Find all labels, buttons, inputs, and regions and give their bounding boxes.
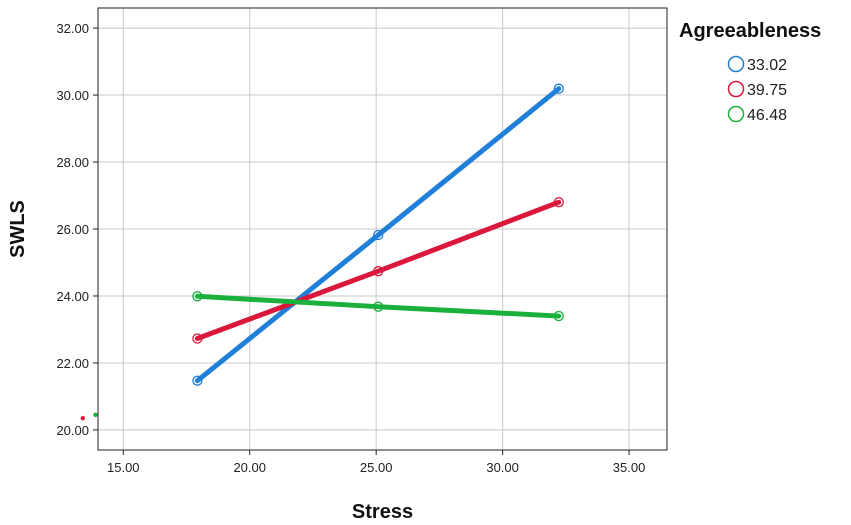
legend-label-39.75: 39.75 — [747, 82, 787, 99]
y-axis-label: SWLS — [7, 200, 29, 258]
legend-label-46.48: 46.48 — [747, 107, 787, 124]
series-lines — [194, 86, 562, 384]
y-tick-label: 24.00 — [56, 289, 89, 304]
stray-point — [93, 412, 98, 418]
data-point-33.02 — [373, 229, 384, 241]
y-tick-label: 26.00 — [56, 222, 89, 237]
x-tick-label: 25.00 — [360, 460, 393, 475]
legend: Agreeableness 33.02 39.75 46.48 — [679, 20, 821, 124]
x-tick-label: 20.00 — [233, 460, 266, 475]
y-tick-label: 22.00 — [56, 356, 89, 371]
legend-marker-33.02 — [727, 55, 745, 73]
data-point-46.48 — [373, 301, 384, 312]
series-line-46.48 — [194, 293, 562, 319]
data-point-39.75 — [373, 266, 384, 277]
x-tick-label: 15.00 — [107, 460, 140, 475]
data-point-46.48 — [192, 291, 203, 302]
x-tick-label: 35.00 — [613, 460, 646, 475]
x-axis-label: Stress — [352, 501, 413, 523]
x-tick-label: 30.00 — [486, 460, 519, 475]
data-point-39.75 — [192, 333, 203, 344]
series-points — [80, 83, 564, 421]
data-point-33.02 — [192, 375, 203, 386]
y-tick-label: 28.00 — [56, 155, 89, 170]
x-axis: 15.00 20.00 25.00 30.00 35.00 — [107, 450, 645, 475]
legend-label-33.02: 33.02 — [747, 57, 787, 74]
y-tick-label: 30.00 — [56, 88, 89, 103]
stray-point — [80, 415, 86, 421]
series-line-39.75 — [194, 199, 562, 341]
data-point-33.02 — [553, 83, 564, 94]
legend-marker-39.75 — [727, 80, 745, 98]
series-line-33.02 — [194, 86, 562, 384]
data-point-39.75 — [553, 197, 564, 208]
y-tick-label: 20.00 — [56, 423, 89, 438]
data-point-46.48 — [553, 310, 564, 322]
legend-marker-46.48 — [727, 105, 745, 123]
y-tick-label: 32.00 — [56, 21, 89, 36]
y-axis: 20.00 22.00 24.00 26.00 28.00 30.00 32.00 — [56, 21, 98, 438]
legend-title: Agreeableness — [679, 20, 821, 42]
